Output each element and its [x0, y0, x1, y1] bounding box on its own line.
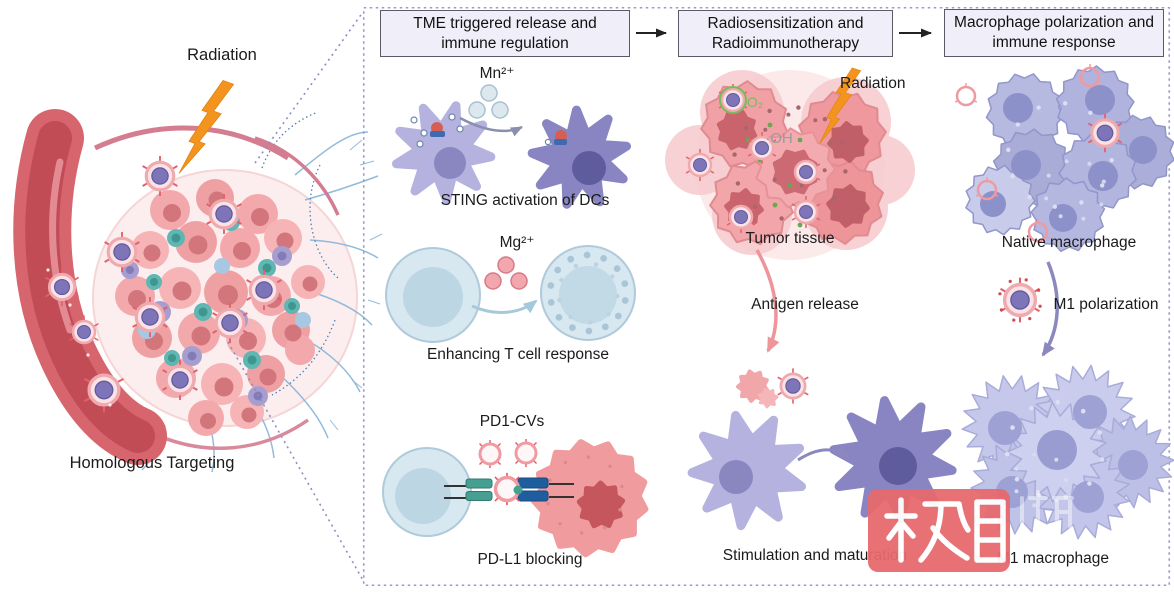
- step-box-radio: Radiosensitization and Radioimmunotherap…: [678, 10, 893, 57]
- o2-label: O₂: [746, 94, 764, 110]
- tumor-site-illustration: [13, 11, 383, 583]
- m1-polarization-label: M1 polarization: [1053, 296, 1159, 313]
- watermark-glyphs: [884, 496, 1006, 563]
- homologous-targeting-caption: Homologous Targeting: [69, 454, 235, 472]
- radiation-label-mid: Radiation: [840, 75, 906, 92]
- pd1-receptor-icon: [465, 478, 493, 501]
- zoom-callout-lines: [227, 11, 365, 583]
- native-macrophage-illustration: [953, 62, 1174, 253]
- sting-complex-icon: [410, 113, 464, 148]
- blood-vessel: [13, 109, 167, 465]
- pdl1-receptor-icon: [517, 477, 549, 502]
- antigen-release-arrow-icon: [755, 249, 780, 353]
- step-box-macrophage: Macrophage polarization and immune respo…: [944, 9, 1164, 57]
- m1-macrophage-caption: M1 macrophage: [996, 550, 1109, 567]
- maturation-caption: Stimulation and maturation: [722, 547, 908, 564]
- cell-vesicle-icon: [478, 438, 502, 470]
- pd1cv-label: PD1-CVs: [479, 413, 545, 430]
- mn-ion-label: Mn²⁺: [479, 65, 515, 82]
- sting-activation-illustration: [392, 84, 631, 209]
- receptor-links: [444, 483, 574, 499]
- sting-caption: STING activation of DCs: [440, 192, 610, 209]
- radiation-label-left: Radiation: [187, 46, 257, 64]
- cell-vesicle-icon: [514, 437, 538, 469]
- antigen-fragments: [736, 367, 810, 409]
- response-arrow-icon: [471, 299, 538, 314]
- o2-ring-icon: [719, 86, 747, 114]
- tumor-tissue-caption: Tumor tissue: [745, 230, 835, 247]
- watermark-ghost-strokes: [1020, 490, 1074, 532]
- mg-ion-label: Mg²⁺: [499, 234, 535, 251]
- zoom-panel-border: [362, 6, 1171, 587]
- mg-ion-icons: [484, 256, 528, 290]
- m1-macrophage-illustration: [961, 364, 1174, 540]
- native-macrophage-caption: Native macrophage: [1001, 234, 1137, 251]
- mn-ion-icons: [468, 84, 509, 119]
- activation-arrow-icon: [459, 116, 523, 137]
- pdl1-blocking-illustration: [382, 437, 649, 558]
- capillaries: [93, 125, 340, 451]
- vesicles-in-vessel: [44, 267, 125, 414]
- tcell-caption: Enhancing T cell response: [426, 346, 610, 363]
- step-box-tme: TME triggered release and immune regulat…: [380, 10, 630, 57]
- antigen-release-label: Antigen release: [751, 296, 859, 313]
- nerve-fibers: [261, 111, 339, 396]
- jimu-watermark: 极目: [868, 489, 1010, 572]
- tcell-response-illustration: [385, 245, 636, 343]
- maturation-arrow-icon: [797, 444, 850, 462]
- polarization-arrow-icon: [1041, 261, 1060, 357]
- pdl1-caption: PD-L1 blocking: [477, 551, 583, 568]
- tumor-tissue-illustration: [665, 64, 915, 260]
- activated-tcell-granules: [547, 251, 629, 335]
- oh-label: ·OH: [765, 130, 793, 147]
